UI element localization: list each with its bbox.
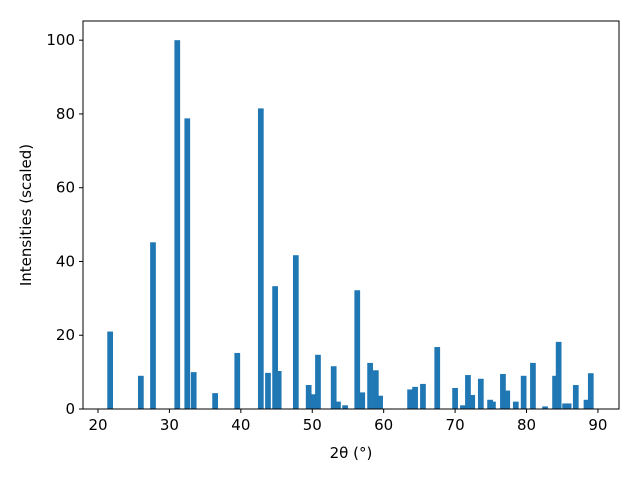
bar	[275, 371, 282, 409]
x-tick-label: 90	[588, 416, 607, 434]
bar	[292, 255, 299, 409]
y-tick-label: 40	[56, 252, 75, 270]
x-tick-label: 80	[517, 416, 536, 434]
bar	[412, 386, 418, 409]
x-axis-label: 2θ (°)	[330, 444, 373, 462]
bar	[452, 387, 458, 409]
bar	[587, 373, 594, 409]
bar	[583, 399, 590, 409]
bar	[504, 390, 511, 409]
y-tick-label: 20	[56, 326, 75, 344]
bar	[407, 389, 413, 409]
bar	[137, 375, 144, 409]
x-tick-label: 60	[374, 416, 393, 434]
x-tick-label: 70	[446, 416, 465, 434]
bar	[342, 405, 348, 409]
x-tick-label: 50	[303, 416, 322, 434]
bar	[372, 370, 379, 409]
y-tick-label: 100	[46, 31, 75, 49]
bar	[359, 392, 366, 409]
bar	[520, 375, 527, 409]
bar	[420, 383, 426, 409]
x-tick-label: 20	[88, 416, 107, 434]
bar	[562, 403, 568, 409]
bar	[310, 394, 317, 409]
bar	[272, 286, 278, 409]
bar	[212, 393, 218, 409]
bar	[330, 366, 337, 409]
x-tick-label: 30	[160, 416, 179, 434]
bar	[542, 406, 548, 409]
bar	[530, 362, 536, 409]
bar	[107, 331, 113, 409]
bar	[257, 108, 264, 409]
plot-frame	[82, 20, 620, 410]
bar	[190, 372, 197, 409]
y-tick-label: 80	[56, 105, 75, 123]
bar	[477, 378, 484, 409]
bar	[234, 352, 241, 409]
bar	[500, 373, 506, 409]
bar	[565, 403, 572, 409]
x-tick-label: 40	[231, 416, 250, 434]
bar	[460, 405, 466, 409]
bar	[465, 375, 471, 409]
bar	[572, 385, 579, 409]
bar	[555, 341, 562, 409]
bar	[367, 362, 373, 409]
bar	[335, 401, 341, 409]
bar	[490, 401, 496, 409]
bar	[315, 354, 321, 409]
y-tick-label: 0	[65, 400, 75, 418]
bar	[184, 118, 191, 409]
bar	[305, 385, 312, 409]
y-tick-label: 60	[56, 179, 75, 197]
bar	[150, 242, 156, 409]
bar	[265, 372, 271, 409]
bar	[377, 395, 383, 409]
bar	[469, 394, 476, 409]
bar	[354, 290, 361, 409]
bar	[512, 401, 519, 409]
y-axis-label: Intensities (scaled)	[17, 144, 35, 286]
bar	[552, 375, 558, 409]
bar	[434, 347, 441, 409]
bar	[174, 40, 181, 409]
